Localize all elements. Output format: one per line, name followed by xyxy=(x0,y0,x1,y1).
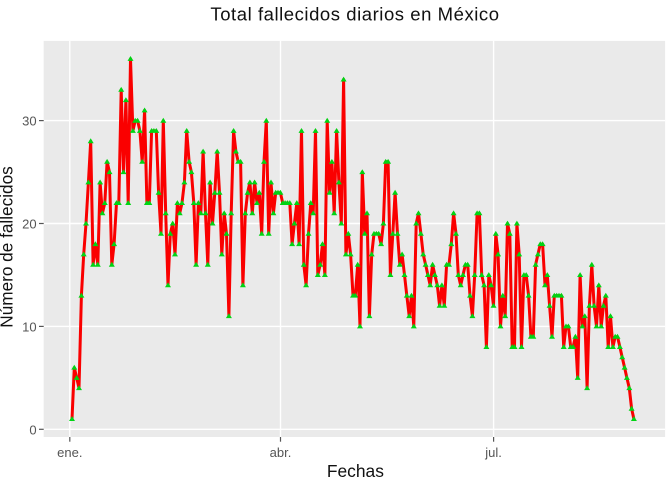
svg-text:20: 20 xyxy=(22,217,36,232)
svg-text:Total fallecidos diarios en Mé: Total fallecidos diarios en México xyxy=(210,4,499,25)
svg-text:10: 10 xyxy=(22,319,36,334)
svg-text:abr.: abr. xyxy=(270,445,292,460)
svg-text:ene.: ene. xyxy=(57,445,82,460)
svg-text:Fechas: Fechas xyxy=(327,461,384,480)
svg-text:0: 0 xyxy=(29,422,36,437)
svg-text:30: 30 xyxy=(22,114,36,129)
svg-text:jul.: jul. xyxy=(484,445,502,460)
svg-text:Número de fallecidos: Número de fallecidos xyxy=(0,166,17,327)
